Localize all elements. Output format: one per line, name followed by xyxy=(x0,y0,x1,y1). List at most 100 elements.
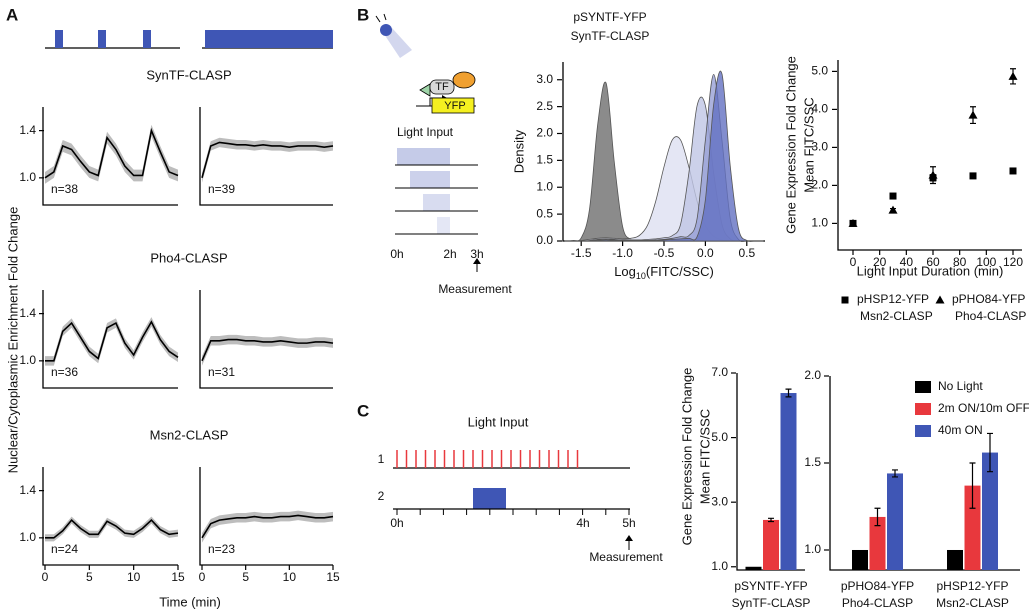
legend-label: 2m ON/10m OFF xyxy=(938,401,1029,415)
measurement-label: Measurement xyxy=(438,282,512,296)
x-tick-label: pSYNTF-YFP xyxy=(734,579,807,593)
y-tick-label: 3.0 xyxy=(811,140,828,154)
chart-title: Msn2-CLASP xyxy=(150,427,229,442)
panel-label: B xyxy=(357,5,369,24)
x-tick-label: 40 xyxy=(900,255,914,269)
legend-marker xyxy=(841,296,849,304)
y-axis-label: Mean FITC/SSC xyxy=(801,97,816,192)
light-duration-rows xyxy=(395,148,481,272)
bar xyxy=(982,452,998,570)
point xyxy=(1008,71,1018,80)
light-schedule xyxy=(45,30,333,49)
legend-label: pPHO84-YFP xyxy=(952,292,1025,306)
bar xyxy=(947,549,963,570)
y-tick-label: 2.0 xyxy=(811,178,828,192)
y-axis-label: Nuclear/Cytoplasmic Enrichment Fold Chan… xyxy=(5,207,20,474)
annotation: n=31 xyxy=(208,365,235,379)
legend-label: 40m ON xyxy=(938,423,983,437)
bar xyxy=(780,393,797,570)
bar xyxy=(745,566,762,570)
y-tick-label: 1.0 xyxy=(536,179,553,193)
y-tick-label: 1.0 xyxy=(711,559,728,573)
chart-title: pSYNTF-YFP xyxy=(573,10,646,24)
line xyxy=(201,338,334,362)
error-band xyxy=(45,516,178,542)
annotation: n=38 xyxy=(51,182,78,196)
y-tick-label: 5.0 xyxy=(711,430,728,444)
annotation: n=39 xyxy=(208,182,235,196)
point xyxy=(968,110,978,119)
y-tick-label: 4.0 xyxy=(811,102,828,116)
point xyxy=(1009,167,1017,175)
diagram-title: Light Input xyxy=(397,125,454,139)
axis xyxy=(199,467,333,566)
pulse-diagram xyxy=(393,450,633,550)
x-tick-label: 60 xyxy=(926,255,940,269)
row-label: 1 xyxy=(378,452,385,466)
error-band xyxy=(45,317,178,366)
point xyxy=(848,218,858,227)
y-tick-label: 1.0 xyxy=(804,542,821,556)
x-axis-label: Light Input Duration (min) xyxy=(857,263,1004,278)
y-tick-label: 1.0 xyxy=(19,353,36,367)
row-label: 2 xyxy=(378,489,385,503)
error-bar xyxy=(785,388,792,398)
x-tick-label: 20 xyxy=(873,255,887,269)
x-tick-label: 0 xyxy=(850,255,857,269)
y-tick-label: 1.0 xyxy=(19,170,36,184)
y-axis-label: Gene Expression Fold Change xyxy=(783,56,798,234)
y-axis-label: Mean FITC/SSC xyxy=(697,409,712,504)
panel-label: C xyxy=(357,401,369,420)
x-tick-label: 5 xyxy=(242,570,249,584)
axis xyxy=(837,60,1022,251)
y-tick-label: 1.0 xyxy=(19,530,36,544)
y-tick-label: 3.0 xyxy=(536,72,553,86)
x-tick-label: 10 xyxy=(127,570,141,584)
x-tick-label: 0 xyxy=(42,570,49,584)
x-tick-label: 15 xyxy=(171,570,185,584)
axis xyxy=(199,290,333,389)
x-tick-label: pHSP12-YFP xyxy=(936,579,1008,593)
y-tick-label: 7.0 xyxy=(711,365,728,379)
legend-label: No Light xyxy=(938,379,983,393)
legend-label: Pho4-CLASP xyxy=(955,309,1026,323)
y-tick-label: 1.5 xyxy=(804,455,821,469)
measurement-label: Measurement xyxy=(589,550,663,564)
error-bar xyxy=(987,432,993,473)
line xyxy=(201,514,334,539)
tf-label: TF xyxy=(435,81,449,93)
time-label: 0h xyxy=(390,247,403,261)
x-axis-label-part: 10 xyxy=(636,271,646,281)
x-tick-label: 0.0 xyxy=(697,246,714,260)
y-tick-label: 1.5 xyxy=(536,153,553,167)
point xyxy=(888,205,898,214)
point xyxy=(928,170,938,179)
error-band xyxy=(202,137,333,183)
line xyxy=(44,127,179,179)
annotation: n=24 xyxy=(51,542,78,556)
x-tick-label: 80 xyxy=(953,255,967,269)
chart-title: Pho4-CLASP xyxy=(150,250,227,265)
legend-swatch xyxy=(915,403,931,415)
y-tick-label: 2.5 xyxy=(536,99,553,113)
annotation: n=23 xyxy=(208,542,235,556)
construct-diagram: TF YFP xyxy=(375,13,476,114)
axis xyxy=(42,290,178,389)
axis xyxy=(42,467,178,566)
bar xyxy=(869,516,886,570)
line xyxy=(201,141,334,179)
y-tick-label: 0.0 xyxy=(536,233,553,247)
y-tick-label: 1.4 xyxy=(19,483,36,497)
chart-title: SynTF-CLASP xyxy=(571,29,650,43)
x-tick-label: -1.0 xyxy=(612,246,633,260)
x-tick-label: 5 xyxy=(86,570,93,584)
legend-label: pHSP12-YFP xyxy=(857,292,929,306)
line xyxy=(45,518,179,539)
y-tick-label: 0.5 xyxy=(536,206,553,220)
chart-title: SynTF-CLASP xyxy=(146,67,231,82)
bar xyxy=(852,549,868,570)
annotation: n=36 xyxy=(51,365,78,379)
time-label: 3h xyxy=(470,247,483,261)
reporter-label: YFP xyxy=(444,100,465,112)
